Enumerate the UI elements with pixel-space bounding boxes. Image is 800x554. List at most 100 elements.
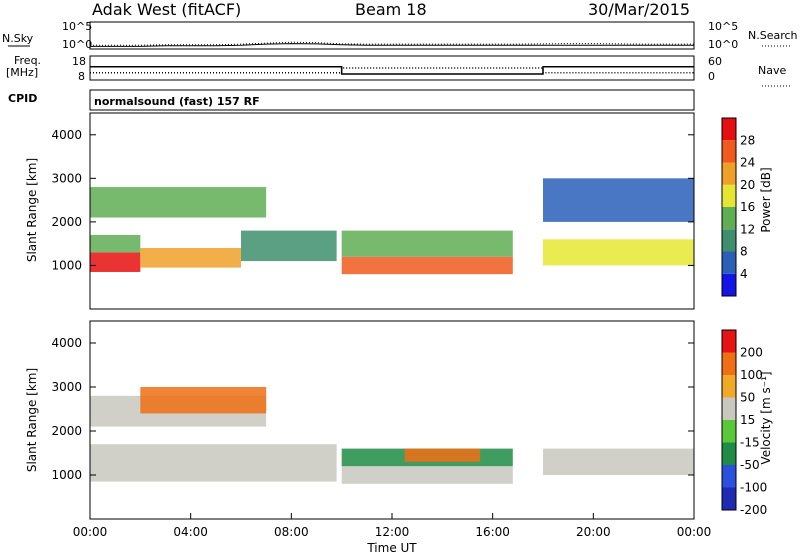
noise-tick-lo-right: 10^0 bbox=[708, 38, 738, 51]
freq-line-0 bbox=[90, 66, 694, 75]
colorbar-swatch bbox=[722, 420, 736, 443]
colorbar-swatch bbox=[722, 330, 736, 353]
colorbar-tick: 16 bbox=[740, 200, 755, 214]
range-gate-band-2 bbox=[140, 387, 267, 414]
colorbar-tick: 12 bbox=[740, 222, 755, 236]
xtick-label: 12:00 bbox=[375, 525, 410, 539]
noise-series bbox=[90, 41, 694, 47]
power-y-axis: 1000 2000 3000 4000 bbox=[51, 128, 694, 272]
range-gate-band-6 bbox=[543, 448, 694, 475]
range-gate-band-2 bbox=[140, 248, 241, 268]
ytick-label: 3000 bbox=[51, 171, 82, 185]
colorbar-swatch bbox=[722, 118, 736, 141]
range-gate-band-0 bbox=[90, 444, 337, 482]
range-gate-band-7 bbox=[543, 239, 694, 266]
colorbar-swatch bbox=[722, 487, 736, 510]
colorbar-tick: 4 bbox=[740, 267, 748, 281]
colorbar-swatch bbox=[722, 273, 736, 296]
range-gate-band-0 bbox=[90, 252, 141, 272]
nave-tick-hi: 60 bbox=[708, 55, 722, 68]
colorbar-swatch bbox=[722, 140, 736, 163]
range-gate-band-5 bbox=[341, 256, 513, 275]
noise-tick-lo: 10^0 bbox=[62, 38, 92, 51]
colorbar-tick: -200 bbox=[740, 503, 767, 517]
date-label: 30/Mar/2015 bbox=[588, 0, 690, 19]
colorbar-tick: 15 bbox=[740, 413, 755, 427]
range-gate-band-3 bbox=[241, 230, 337, 262]
cpid-panel-frame bbox=[89, 89, 695, 111]
cpid-label: CPID bbox=[8, 92, 37, 105]
range-gate-band-5 bbox=[404, 448, 481, 462]
colorbar-swatch bbox=[722, 207, 736, 230]
freq-line-1 bbox=[90, 67, 694, 74]
noise-line-0 bbox=[90, 43, 694, 47]
colorbar-tick: -100 bbox=[740, 481, 767, 495]
colorbar-swatch bbox=[722, 397, 736, 420]
colorbar-swatch bbox=[722, 442, 736, 465]
beam-label: Beam 18 bbox=[355, 0, 427, 19]
frequency-panel-frame bbox=[89, 55, 695, 81]
colorbar-tick: 24 bbox=[740, 156, 755, 170]
velocity-heatmap bbox=[90, 387, 694, 484]
xtick-label: 16:00 bbox=[475, 525, 510, 539]
colorbar-tick: -15 bbox=[740, 436, 760, 450]
nsearch-label: N.Search bbox=[748, 29, 798, 42]
ytick-label: 2000 bbox=[51, 215, 82, 229]
colorbar-swatch bbox=[722, 162, 736, 185]
colorbar-swatch bbox=[722, 465, 736, 488]
power-colorbar: 28 24 20 16 12 8 4 bbox=[721, 117, 755, 297]
range-gate-band-4 bbox=[90, 187, 267, 218]
power-heatmap bbox=[90, 178, 694, 275]
colorbar-swatch bbox=[722, 352, 736, 375]
colorbar-tick: 200 bbox=[740, 346, 763, 360]
range-gate-band-6 bbox=[341, 230, 513, 257]
ytick-label: 2000 bbox=[51, 424, 82, 438]
colorbar-swatch bbox=[722, 375, 736, 398]
ytick-label: 4000 bbox=[51, 128, 82, 142]
colorbar-tick: 20 bbox=[740, 178, 755, 192]
freq-tick-lo: 8 bbox=[78, 70, 85, 83]
noise-panel-frame bbox=[89, 21, 695, 50]
frequency-series bbox=[90, 66, 694, 75]
colorbar-tick: 50 bbox=[740, 391, 755, 405]
power-panel-frame bbox=[89, 112, 695, 310]
xtick-label: 20:00 bbox=[576, 525, 611, 539]
nave-tick-lo: 0 bbox=[708, 70, 715, 83]
colorbar-swatch bbox=[722, 184, 736, 207]
xtick-label: 04:00 bbox=[173, 525, 208, 539]
velocity-colorbar: 200 100 50 15 -15 -50 -100 -200 bbox=[721, 329, 767, 517]
colorbar-tick: 28 bbox=[740, 133, 755, 147]
colorbar-swatch bbox=[722, 229, 736, 252]
noise-tick-hi-right: 10^5 bbox=[708, 20, 738, 33]
freq-label: Freq. bbox=[14, 54, 41, 67]
time-axis: 00:00 04:00 08:00 12:00 16:00 20:00 00:00 bbox=[73, 513, 712, 539]
freq-unit-label: [MHz] bbox=[6, 66, 38, 79]
colorbar-tick: 8 bbox=[740, 245, 748, 259]
colorbar-swatch bbox=[722, 251, 736, 274]
range-gate-band-8 bbox=[543, 178, 694, 222]
xlabel: Time UT bbox=[366, 541, 417, 554]
noise-tick-hi: 10^5 bbox=[62, 20, 92, 33]
nave-label: Nave bbox=[758, 64, 786, 77]
colorbar-tick: -50 bbox=[740, 458, 760, 472]
cpid-value: normalsound (fast) 157 RF bbox=[94, 95, 260, 108]
velocity-y-axis: 1000 2000 3000 4000 bbox=[51, 336, 694, 482]
range-gate-band-3 bbox=[341, 466, 513, 484]
nsky-label: N.Sky bbox=[2, 32, 34, 45]
freq-tick-hi: 18 bbox=[72, 55, 86, 68]
station-title: Adak West (fitACF) bbox=[92, 0, 241, 19]
ytick-label: 1000 bbox=[51, 258, 82, 272]
power-colorbar-label: Power [dB] bbox=[759, 167, 773, 232]
colorbar-frame bbox=[721, 117, 737, 297]
range-gate-band-1 bbox=[90, 234, 141, 253]
xtick-label: 00:00 bbox=[73, 525, 108, 539]
colorbar-frame bbox=[721, 329, 737, 511]
velocity-ylabel: Slant Range [km] bbox=[25, 368, 39, 472]
ytick-label: 3000 bbox=[51, 380, 82, 394]
ytick-label: 1000 bbox=[51, 468, 82, 482]
power-ylabel: Slant Range [km] bbox=[25, 158, 39, 262]
velocity-colorbar-label: Velocity [m s⁻¹] bbox=[759, 371, 773, 464]
xtick-label: 00:00 bbox=[677, 525, 712, 539]
xtick-label: 08:00 bbox=[274, 525, 309, 539]
